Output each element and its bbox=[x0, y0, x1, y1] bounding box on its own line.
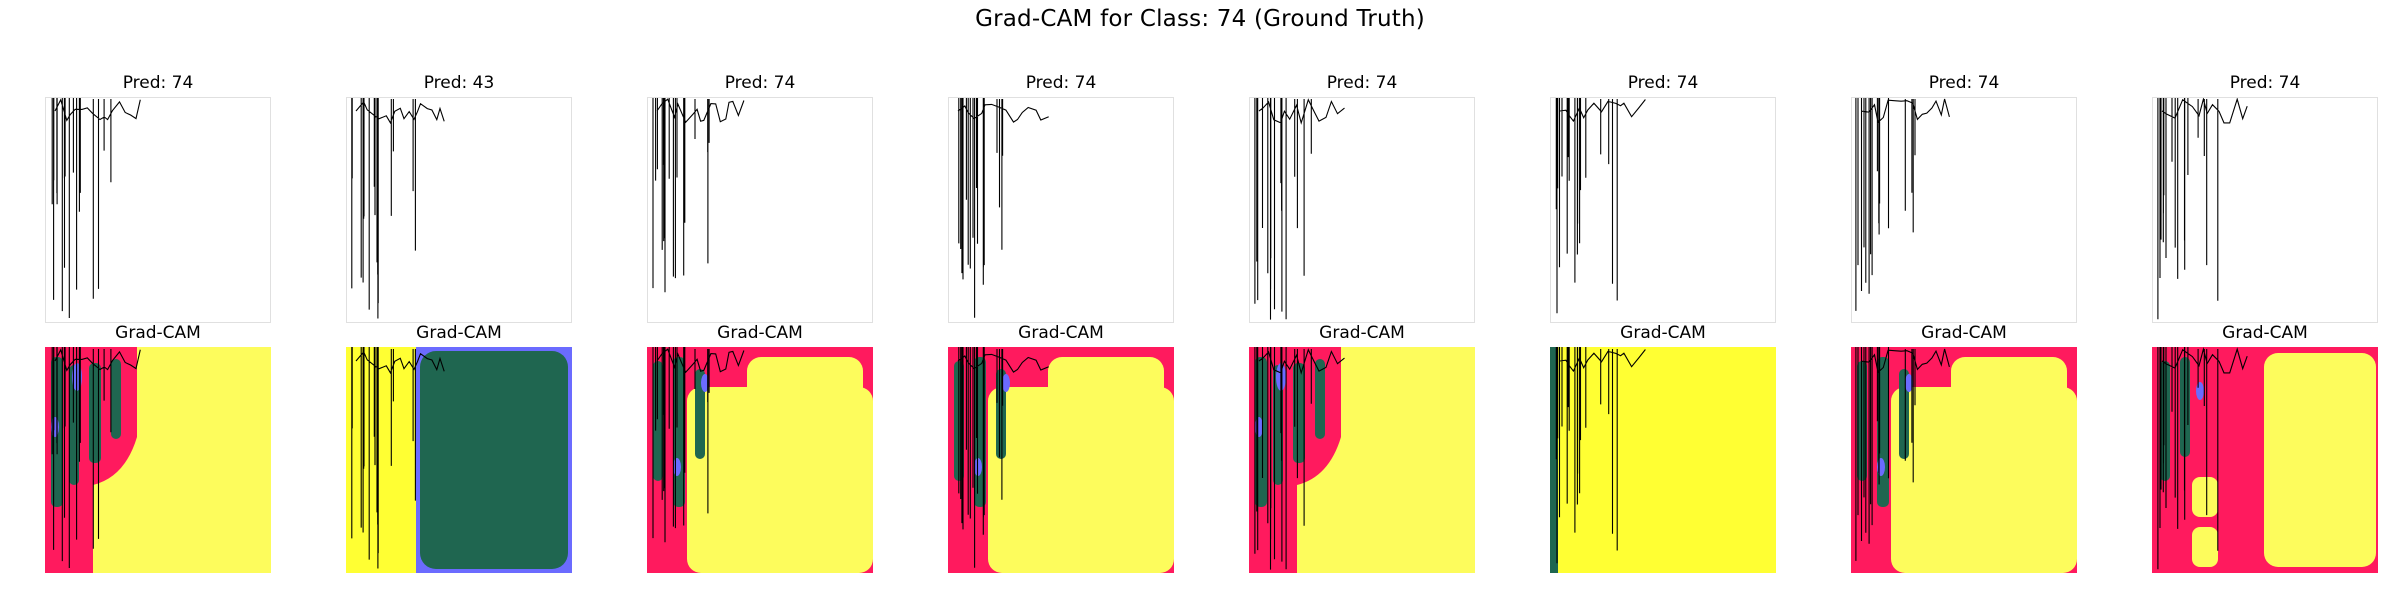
panel-background bbox=[45, 97, 271, 323]
gradcam-heatmap-panel bbox=[1550, 347, 1776, 573]
pred-label: Pred: 74 bbox=[1326, 73, 1398, 93]
gradcam-label: Grad-CAM bbox=[717, 323, 803, 343]
pred-label: Pred: 74 bbox=[1627, 73, 1699, 93]
gradcam-heatmap-panel bbox=[1249, 347, 1475, 573]
cam-peak bbox=[1002, 374, 1010, 392]
signal-trace bbox=[51, 347, 141, 568]
panel-background bbox=[1851, 97, 2077, 323]
signal-trace bbox=[652, 347, 745, 543]
cam-activation-band bbox=[996, 369, 1006, 459]
input-signal-panel bbox=[2152, 97, 2378, 323]
gradcam-heatmap-panel bbox=[346, 347, 572, 573]
input-signal-panel bbox=[1249, 97, 1475, 323]
gradcam-label: Grad-CAM bbox=[1921, 323, 2007, 343]
cam-activation-band bbox=[1293, 363, 1305, 463]
signal-trace bbox=[1254, 347, 1345, 570]
cam-peak bbox=[1255, 417, 1263, 437]
cam-peak bbox=[2196, 382, 2204, 400]
input-signal-panel bbox=[1550, 97, 1776, 323]
cam-activation-band bbox=[2160, 361, 2170, 481]
pred-label: Pred: 43 bbox=[423, 73, 495, 93]
cam-peak bbox=[1905, 374, 1913, 392]
cam-activation-band bbox=[1899, 369, 1909, 459]
signal-trace bbox=[51, 97, 141, 318]
signal-trace bbox=[652, 97, 745, 293]
input-signal-panel bbox=[346, 97, 572, 323]
cam-peak bbox=[673, 458, 681, 476]
panel-background bbox=[346, 97, 572, 323]
gradcam-heatmap-panel bbox=[647, 347, 873, 573]
signal-trace bbox=[957, 97, 1049, 318]
panel-background bbox=[2152, 97, 2378, 323]
signal-trace bbox=[2157, 97, 2248, 320]
signal-trace bbox=[1855, 347, 1950, 561]
gradcam-heatmap-panel bbox=[2152, 347, 2378, 573]
signal-trace bbox=[1254, 97, 1345, 320]
gradcam-heatmap-panel bbox=[45, 347, 271, 573]
gradcam-heatmap-panel bbox=[1851, 347, 2077, 573]
input-signal-panel bbox=[45, 97, 271, 323]
signal-trace bbox=[957, 347, 1049, 568]
cam-cool-region bbox=[1048, 357, 1164, 465]
cam-core bbox=[420, 351, 568, 569]
panel-background bbox=[1249, 97, 1475, 323]
panel-background bbox=[647, 97, 873, 323]
panel-background bbox=[948, 97, 1174, 323]
cam-activation-band bbox=[89, 363, 101, 463]
pred-label: Pred: 74 bbox=[1025, 73, 1097, 93]
figure-title: Grad-CAM for Class: 74 (Ground Truth) bbox=[975, 6, 1425, 32]
input-signal-panel bbox=[948, 97, 1174, 323]
cam-cool-region bbox=[1951, 357, 2067, 465]
cam-cool-region bbox=[2192, 477, 2218, 517]
pred-label: Pred: 74 bbox=[122, 73, 194, 93]
cam-cool-region bbox=[2192, 527, 2218, 567]
signal-trace bbox=[1555, 347, 1646, 564]
cam-activation-band bbox=[111, 359, 121, 439]
signal-trace bbox=[351, 97, 445, 319]
gradcam-label: Grad-CAM bbox=[1620, 323, 1706, 343]
cam-peak bbox=[701, 374, 709, 392]
cam-edge bbox=[1550, 347, 1558, 573]
cam-activation-band bbox=[1315, 359, 1325, 439]
cam-activation-band bbox=[695, 369, 705, 459]
gradcam-label: Grad-CAM bbox=[2222, 323, 2308, 343]
gradcam-label: Grad-CAM bbox=[416, 323, 502, 343]
pred-label: Pred: 74 bbox=[724, 73, 796, 93]
gradcam-label: Grad-CAM bbox=[115, 323, 201, 343]
cam-cool-region bbox=[2264, 353, 2376, 567]
input-signal-panel bbox=[647, 97, 873, 323]
input-signal-panel bbox=[1851, 97, 2077, 323]
signal-trace bbox=[2157, 347, 2248, 570]
signal-trace bbox=[1855, 97, 1950, 311]
gradcam-label: Grad-CAM bbox=[1319, 323, 1405, 343]
pred-label: Pred: 74 bbox=[2229, 73, 2301, 93]
gradcam-label: Grad-CAM bbox=[1018, 323, 1104, 343]
signal-trace bbox=[1555, 97, 1646, 314]
cam-activation-band bbox=[653, 361, 663, 481]
gradcam-heatmap-panel bbox=[948, 347, 1174, 573]
cam-cool-region bbox=[747, 357, 863, 465]
panel-background bbox=[1550, 97, 1776, 323]
cam-background bbox=[1550, 347, 1776, 573]
signal-trace bbox=[351, 347, 445, 569]
pred-label: Pred: 74 bbox=[1928, 73, 2000, 93]
cam-peak bbox=[1877, 458, 1885, 476]
